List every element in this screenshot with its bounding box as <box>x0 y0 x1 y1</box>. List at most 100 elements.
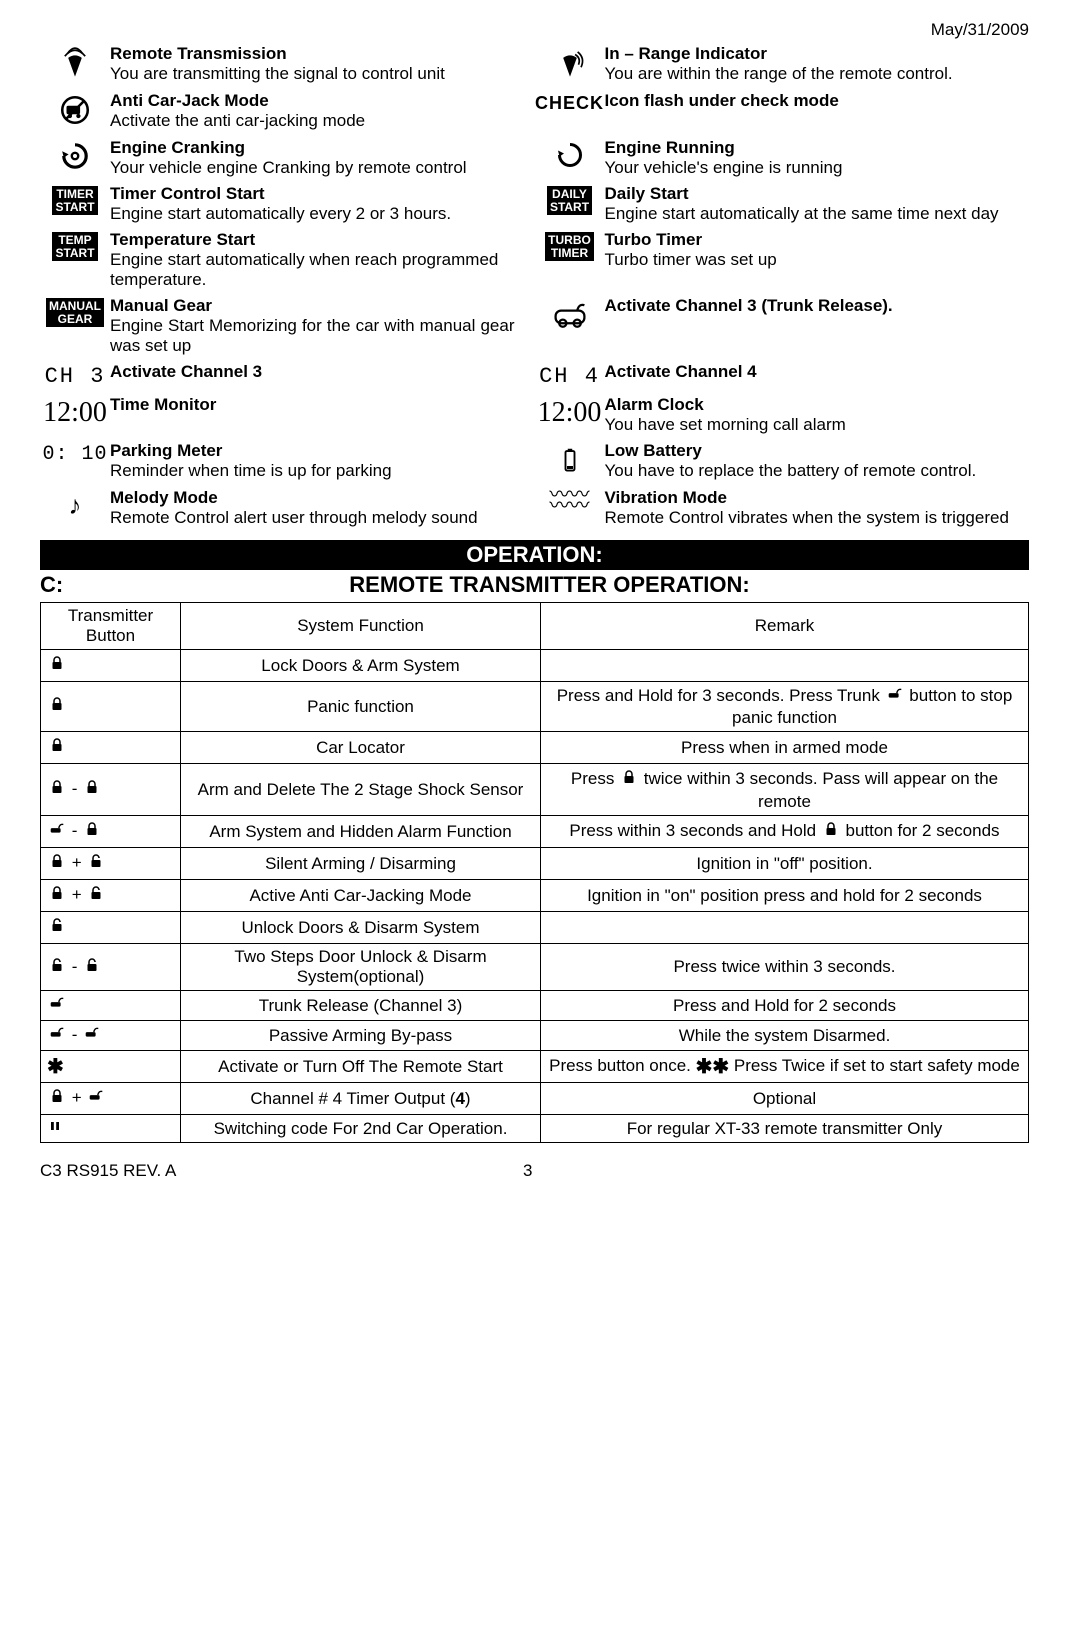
legend-item: TEMPSTARTTemperature StartEngine start a… <box>40 230 535 290</box>
star-icon: ✱ <box>712 1054 729 1079</box>
cell-function: Active Anti Car-Jacking Mode <box>181 880 541 912</box>
table-row: Car LocatorPress when in armed mode <box>41 732 1029 764</box>
legend-item: Remote TransmissionYou are transmitting … <box>40 44 535 85</box>
table-row: Unlock Doors & Disarm System <box>41 912 1029 944</box>
legend-title: Alarm Clock <box>605 395 1010 415</box>
legend-desc: Engine start automatically at the same t… <box>605 204 1010 224</box>
section-heading: C: REMOTE TRANSMITTER OPERATION: <box>40 572 1029 598</box>
legend-item: Engine RunningYour vehicle's engine is r… <box>535 138 1030 178</box>
legend-row: TIMERSTARTTimer Control StartEngine star… <box>40 184 1029 224</box>
ch3-icon: CH 3 <box>45 364 106 389</box>
cell-button <box>41 912 181 944</box>
cell-function: Channel # 4 Timer Output (4) <box>181 1083 541 1115</box>
legend-desc: Your vehicle's engine is running <box>605 158 1010 178</box>
table-row: + Active Anti Car-Jacking ModeIgnition i… <box>41 880 1029 912</box>
unlock-icon <box>47 915 67 940</box>
cell-button: - <box>41 764 181 816</box>
col-header-button: Transmitter Button <box>41 603 181 650</box>
cell-remark: Press and Hold for 3 seconds. Press Trun… <box>541 682 1029 732</box>
vibration-icon: 〰〰〰〰 <box>550 490 590 512</box>
table-row: + Channel # 4 Timer Output (4)Optional <box>41 1083 1029 1115</box>
table-row: Switching code For 2nd Car Operation.For… <box>41 1115 1029 1143</box>
legend-item: CH 3Activate Channel 3 <box>40 362 535 389</box>
legend-item: Low BatteryYou have to replace the batte… <box>535 441 1030 482</box>
cell-button: + <box>41 1083 181 1115</box>
lock-icon <box>47 883 67 908</box>
legend-title: Timer Control Start <box>110 184 515 204</box>
trunk-icon <box>885 685 905 708</box>
legend-row: 0: 10Parking MeterReminder when time is … <box>40 441 1029 482</box>
cell-remark: Ignition in "on" position press and hold… <box>541 880 1029 912</box>
legend-title: Activate Channel 4 <box>605 362 1010 382</box>
section-letter: C: <box>40 572 70 598</box>
trunk-car-icon <box>547 298 593 339</box>
legend-desc: Turbo timer was set up <box>605 250 1010 270</box>
table-row: ✱ Activate or Turn Off The Remote StartPr… <box>41 1051 1029 1083</box>
cell-function: Arm System and Hidden Alarm Function <box>181 816 541 848</box>
legend-item: MANUALGEARManual GearEngine Start Memori… <box>40 296 535 356</box>
legend-desc: Reminder when time is up for parking <box>110 461 515 481</box>
legend-title: Low Battery <box>605 441 1010 461</box>
table-row: - Passive Arming By-passWhile the system… <box>41 1021 1029 1051</box>
cell-function: Activate or Turn Off The Remote Start <box>181 1051 541 1083</box>
legend-item: Activate Channel 3 (Trunk Release). <box>535 296 1030 356</box>
legend-desc: Your vehicle engine Cranking by remote c… <box>110 158 515 178</box>
ch4-icon: CH 4 <box>539 364 600 389</box>
lock-icon <box>821 819 841 844</box>
cell-button: - <box>41 816 181 848</box>
legend-item: CHECKIcon flash under check mode <box>535 91 1030 132</box>
cell-function: Car Locator <box>181 732 541 764</box>
engine-crank-icon <box>59 140 91 177</box>
legend-item: Engine CrankingYour vehicle engine Crank… <box>40 138 535 178</box>
legend-title: Daily Start <box>605 184 1010 204</box>
legend-desc: You have set morning call alarm <box>605 415 1010 435</box>
cell-remark: Press button once. ✱✱ Press Twice if set… <box>541 1051 1029 1083</box>
legend-title: Vibration Mode <box>605 488 1010 508</box>
legend-desc: You have to replace the battery of remot… <box>605 461 1010 481</box>
pause-icon <box>47 1118 63 1139</box>
antenna-range-icon <box>553 46 587 85</box>
lock-icon <box>47 653 67 678</box>
legend-item: CH 4Activate Channel 4 <box>535 362 1030 389</box>
clock-icon: 12:00 <box>538 397 602 429</box>
trunk-icon <box>47 820 67 843</box>
cell-function: Panic function <box>181 682 541 732</box>
trunk-icon <box>86 1087 106 1110</box>
cell-button <box>41 682 181 732</box>
cell-remark: Press within 3 seconds and Hold button f… <box>541 816 1029 848</box>
legend-desc: Remote Control alert user through melody… <box>110 508 515 528</box>
cell-button <box>41 732 181 764</box>
star-icon: ✱ <box>47 1054 64 1079</box>
lock-icon <box>82 777 102 802</box>
cell-remark: Optional <box>541 1083 1029 1115</box>
unlock-icon <box>86 851 106 876</box>
legend-title: Engine Cranking <box>110 138 515 158</box>
cell-button <box>41 650 181 682</box>
lock-icon <box>47 735 67 760</box>
cell-function: Switching code For 2nd Car Operation. <box>181 1115 541 1143</box>
lock-icon <box>47 851 67 876</box>
document-date: May/31/2009 <box>40 20 1029 40</box>
clock-icon: 12:00 <box>43 397 107 429</box>
legend-row: TEMPSTARTTemperature StartEngine start a… <box>40 230 1029 290</box>
legend-item: ♪Melody ModeRemote Control alert user th… <box>40 488 535 528</box>
legend-title: Parking Meter <box>110 441 515 461</box>
cell-remark <box>541 650 1029 682</box>
legend-row: Engine CrankingYour vehicle engine Crank… <box>40 138 1029 178</box>
legend-item: 12:00Alarm ClockYou have set morning cal… <box>535 395 1030 435</box>
legend-row: Anti Car-Jack ModeActivate the anti car-… <box>40 91 1029 132</box>
legend-row: CH 3Activate Channel 3CH 4Activate Chann… <box>40 362 1029 389</box>
legend-item: TURBOTIMERTurbo TimerTurbo timer was set… <box>535 230 1030 290</box>
cell-function: Trunk Release (Channel 3) <box>181 991 541 1021</box>
legend-title: Turbo Timer <box>605 230 1010 250</box>
antenna-transmit-icon <box>58 46 92 85</box>
check-icon: CHECK <box>535 93 604 114</box>
legend-item: DAILYSTARTDaily StartEngine start automa… <box>535 184 1030 224</box>
anti-carjack-icon <box>58 93 92 132</box>
cell-function: Lock Doors & Arm System <box>181 650 541 682</box>
cell-remark: Press twice within 3 seconds. Pass will … <box>541 764 1029 816</box>
cell-function: Passive Arming By-pass <box>181 1021 541 1051</box>
trunk-icon <box>82 1024 102 1047</box>
low-battery-icon <box>555 443 585 482</box>
legend-title: Manual Gear <box>110 296 515 316</box>
